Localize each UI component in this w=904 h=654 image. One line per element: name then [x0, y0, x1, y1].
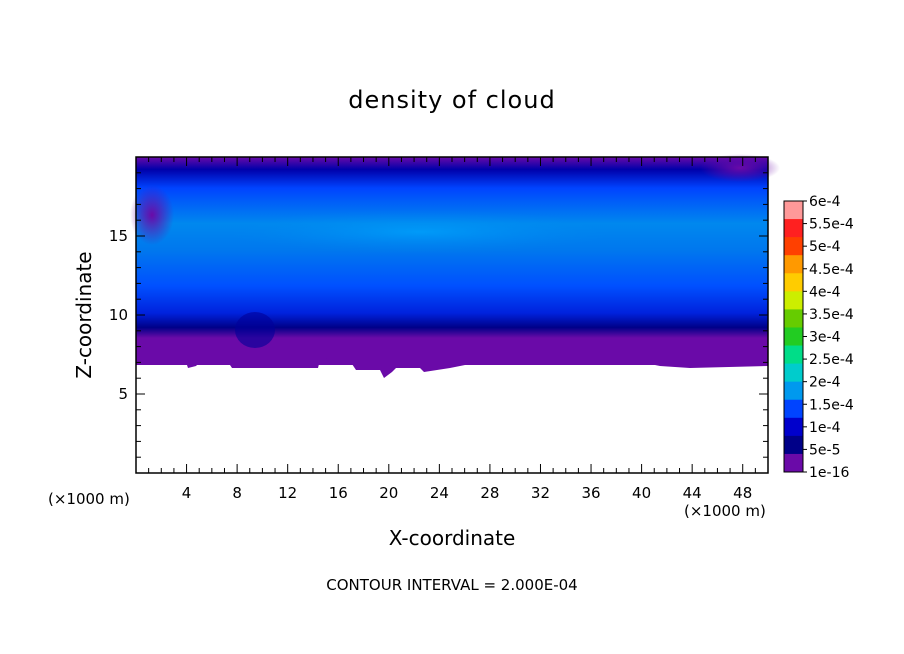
x-tick-label: 24 [430, 484, 449, 502]
contour-interval-note: CONTOUR INTERVAL = 2.000E-04 [326, 576, 578, 594]
x-tick-label: 16 [329, 484, 348, 502]
x-axis-ticks: 4 8 12 16 20 24 28 32 36 40 44 48 [148, 157, 756, 502]
x-tick-label: 20 [379, 484, 398, 502]
cloud-core-bright [230, 210, 610, 254]
colorbar-label: 4.5e-4 [809, 262, 854, 278]
x-unit-label-left: (×1000 m) [48, 490, 130, 508]
colorbar-label: 5e-5 [809, 442, 840, 458]
x-tick-label: 8 [232, 484, 242, 502]
x-tick-label: 32 [531, 484, 550, 502]
colorbar-swatch [784, 363, 803, 383]
colorbar-label: 5.5e-4 [809, 217, 854, 233]
x-tick-label: 40 [632, 484, 651, 502]
colorbar-label: 2.5e-4 [809, 352, 854, 368]
colorbar: 6e-4 5.5e-4 5e-4 4.5e-4 4e-4 3.5e-4 3e-4 2.5e-4… [783, 194, 854, 481]
cloud-field [130, 154, 780, 378]
cloud-core-dip [235, 312, 275, 348]
y-axis-ticks: 5 10 15 [109, 172, 768, 458]
colorbar-swatch [784, 345, 803, 365]
colorbar-label: 3.5e-4 [809, 307, 854, 323]
x-tick-label: 4 [182, 484, 192, 502]
y-tick-label: 5 [118, 385, 128, 403]
colorbar-swatch [784, 399, 803, 419]
colorbar-swatch [784, 291, 803, 310]
colorbar-label: 6e-4 [809, 194, 841, 210]
colorbar-swatch [784, 327, 803, 347]
cloud-patch-left [130, 185, 174, 245]
colorbar-swatch [784, 381, 803, 401]
colorbar-label: 3e-4 [809, 330, 841, 346]
y-axis-label: Z-coordinate [72, 251, 96, 379]
colorbar-swatch [784, 255, 803, 274]
x-axis-label: X-coordinate [388, 526, 516, 550]
x-tick-label: 36 [581, 484, 600, 502]
cloud-patch-topright [700, 154, 780, 182]
cloud-base-edge [136, 350, 768, 378]
colorbar-swatch [784, 309, 803, 328]
colorbar-label: 1e-16 [809, 465, 849, 481]
colorbar-swatch [784, 453, 803, 473]
colorbar-label: 2e-4 [809, 375, 841, 391]
x-tick-label: 12 [278, 484, 297, 502]
colorbar-swatch [784, 273, 803, 292]
colorbar-swatch [784, 237, 803, 256]
colorbar-swatch [784, 435, 803, 455]
y-tick-label: 10 [109, 306, 128, 324]
cloud-layer [136, 157, 768, 365]
colorbar-swatch [784, 219, 803, 238]
chart-title: density of cloud [348, 86, 556, 114]
x-unit-label-right: (×1000 m) [684, 502, 766, 520]
colorbar-swatch [784, 201, 803, 220]
colorbar-label: 1e-4 [809, 420, 841, 436]
colorbar-label: 1.5e-4 [809, 397, 854, 413]
x-tick-label: 28 [480, 484, 499, 502]
colorbar-label: 5e-4 [809, 239, 841, 255]
y-tick-label: 15 [109, 227, 128, 245]
colorbar-label: 4e-4 [809, 284, 841, 300]
x-tick-label: 44 [683, 484, 702, 502]
colorbar-swatch [784, 417, 803, 437]
x-tick-label: 48 [733, 484, 752, 502]
